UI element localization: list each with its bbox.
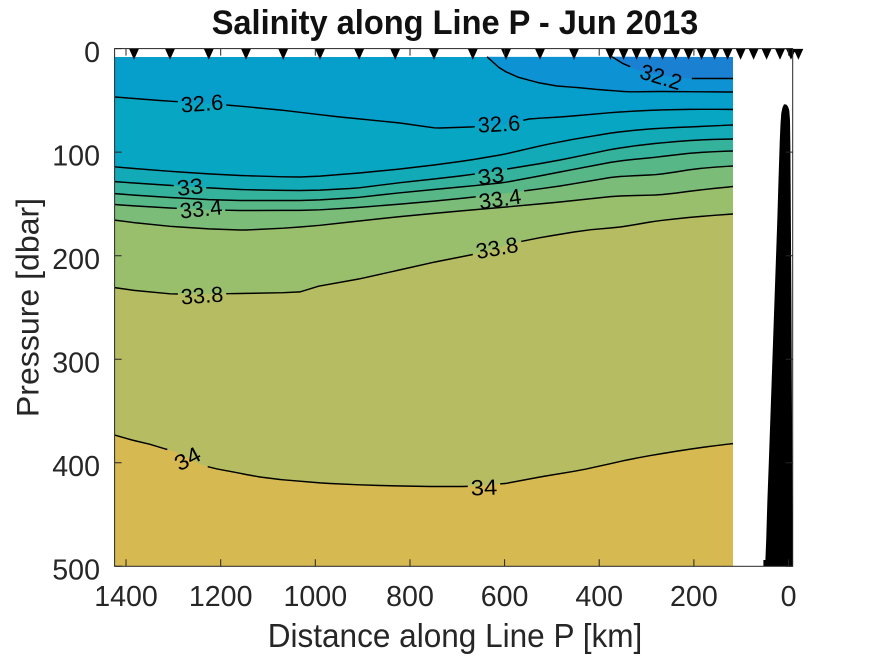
svg-text:0: 0	[781, 581, 797, 613]
svg-text:1200: 1200	[189, 581, 253, 613]
svg-text:200: 200	[52, 244, 100, 276]
svg-text:33.4: 33.4	[477, 184, 523, 215]
svg-text:33.8: 33.8	[180, 282, 224, 310]
svg-text:200: 200	[670, 581, 718, 613]
svg-text:800: 800	[386, 581, 434, 613]
svg-text:400: 400	[52, 451, 100, 483]
svg-text:0: 0	[84, 37, 100, 69]
svg-text:1000: 1000	[283, 581, 347, 613]
svg-text:300: 300	[52, 347, 100, 379]
svg-text:600: 600	[481, 581, 529, 613]
svg-text:34: 34	[470, 475, 497, 501]
svg-text:33: 33	[476, 162, 506, 190]
svg-text:1400: 1400	[94, 581, 158, 613]
svg-text:100: 100	[52, 140, 100, 172]
svg-text:400: 400	[575, 581, 623, 613]
svg-text:32.6: 32.6	[180, 90, 224, 118]
svg-text:500: 500	[52, 555, 100, 587]
svg-text:Pressure [dbar]: Pressure [dbar]	[10, 198, 46, 417]
svg-text:Salinity along Line P - Jun 20: Salinity along Line P - Jun 2013	[212, 4, 699, 42]
svg-text:Distance along Line P [km]: Distance along Line P [km]	[268, 617, 643, 654]
svg-text:33: 33	[176, 173, 205, 201]
svg-text:32.6: 32.6	[477, 110, 521, 137]
svg-text:33.4: 33.4	[179, 194, 224, 223]
